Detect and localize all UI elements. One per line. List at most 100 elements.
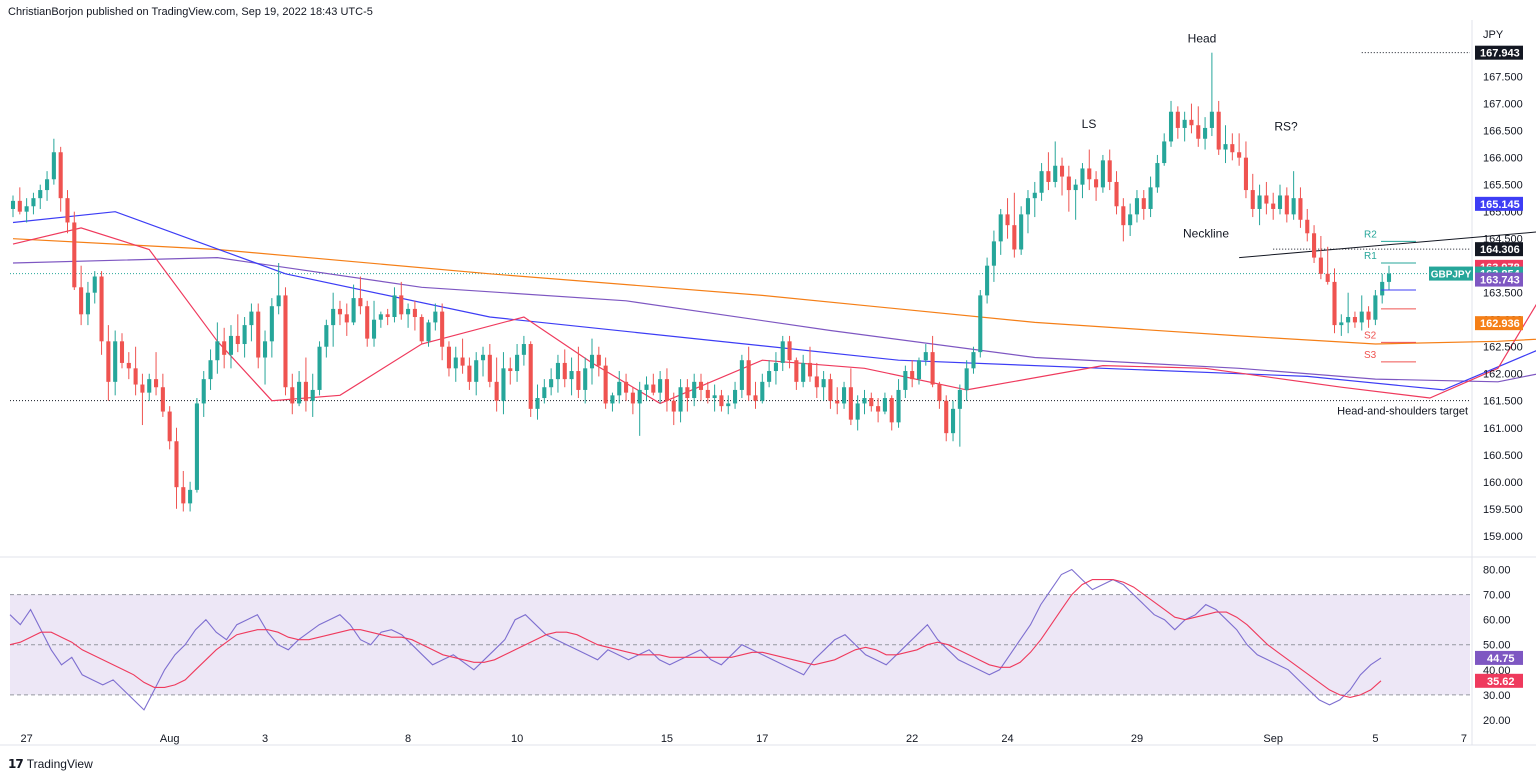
candle (1168, 100, 1174, 147)
candle-body (201, 379, 206, 404)
candle-body (235, 335, 240, 345)
candle-body (1128, 214, 1133, 226)
candle-body (937, 384, 942, 401)
candle-body (1053, 165, 1058, 182)
candle-body (1352, 317, 1357, 323)
candle (256, 303, 261, 369)
candle (378, 311, 383, 328)
candle-body (685, 387, 690, 399)
candle-body (140, 384, 145, 393)
candle (99, 271, 104, 355)
candle-body (1237, 152, 1242, 158)
candle (664, 368, 669, 412)
candle (1155, 154, 1160, 193)
candle (201, 371, 206, 417)
candle (828, 373, 833, 409)
candle-body (814, 376, 819, 388)
candle-body (624, 381, 629, 393)
candle-body (290, 387, 295, 404)
candle (944, 395, 949, 442)
candle (773, 352, 778, 385)
candle-body (528, 344, 533, 409)
candle (753, 381, 758, 409)
candle-body (637, 389, 642, 404)
candle (923, 344, 928, 366)
rsi-tick-label: 20.00 (1483, 715, 1511, 727)
candle (726, 395, 731, 415)
candle-body (65, 198, 70, 223)
candle-body (310, 389, 315, 401)
candle-body (896, 389, 901, 423)
candle-body (978, 295, 983, 353)
candle (807, 346, 813, 382)
candle-body (72, 222, 77, 288)
candle (882, 392, 887, 415)
candle (916, 357, 922, 385)
candle-body (453, 357, 458, 369)
candle (406, 303, 411, 328)
ema20-line (12, 227, 1536, 405)
candle-body (610, 395, 615, 404)
candle-body (515, 354, 520, 372)
candle (692, 373, 697, 407)
candle-body (1087, 168, 1092, 180)
candle (1203, 117, 1208, 150)
candle (515, 344, 520, 382)
price-tick-label: 166.000 (1483, 153, 1523, 165)
candle-body (589, 354, 595, 369)
rsi-tick-label: 80.00 (1483, 565, 1511, 577)
candle-body (644, 384, 649, 390)
candle-body (760, 381, 765, 401)
candle-body (1059, 165, 1065, 177)
candle-body (923, 352, 928, 361)
pivot-label: R1 (1364, 251, 1377, 262)
candle-body (297, 381, 302, 404)
candle-body (1148, 187, 1153, 209)
candle (760, 373, 765, 404)
candle-body (1141, 198, 1146, 209)
symbol-tag (1429, 266, 1473, 281)
candle (780, 335, 785, 372)
candle-body (324, 325, 329, 347)
candle (1386, 265, 1392, 290)
candle-body (835, 400, 840, 404)
rsi-tick-label: 50.00 (1483, 640, 1511, 652)
candle-body (1114, 181, 1119, 207)
candle-body (950, 408, 956, 434)
rsi-tick-label: 60.00 (1483, 615, 1511, 627)
candle (297, 371, 302, 407)
candle-body (1203, 127, 1208, 139)
candle (542, 379, 547, 404)
candle (1053, 141, 1058, 188)
time-tick-label: 3 (262, 733, 268, 745)
candle-body (154, 379, 159, 388)
candle-body (807, 362, 813, 377)
rsi-tick-label: 30.00 (1483, 690, 1511, 702)
candle (1250, 173, 1255, 218)
time-tick-label: 7 (1461, 733, 1467, 745)
candle-body (399, 295, 404, 315)
candle (1277, 184, 1283, 215)
candle-body (733, 389, 738, 404)
pivot-label: R2 (1364, 229, 1377, 240)
rsi-line (9, 568, 1382, 711)
candle (119, 333, 125, 369)
candle (58, 146, 63, 212)
candle-body (113, 341, 118, 382)
candle (65, 190, 70, 234)
candle (535, 384, 540, 420)
candle (147, 373, 152, 401)
candle (1162, 133, 1167, 166)
time-tick-label: 29 (1131, 733, 1143, 745)
candle (133, 346, 138, 396)
candle-body (1046, 171, 1051, 182)
rsi-tag (1475, 650, 1523, 665)
candle-body (1339, 322, 1344, 326)
candle-body (51, 152, 56, 180)
candle-body (467, 365, 472, 382)
tradingview-brand[interactable]: 𝟭𝟳 TradingView (8, 757, 93, 771)
price-tick-label: 161.000 (1483, 423, 1523, 435)
candle-body (1366, 311, 1371, 320)
price-tick-label: 167.500 (1483, 72, 1523, 84)
